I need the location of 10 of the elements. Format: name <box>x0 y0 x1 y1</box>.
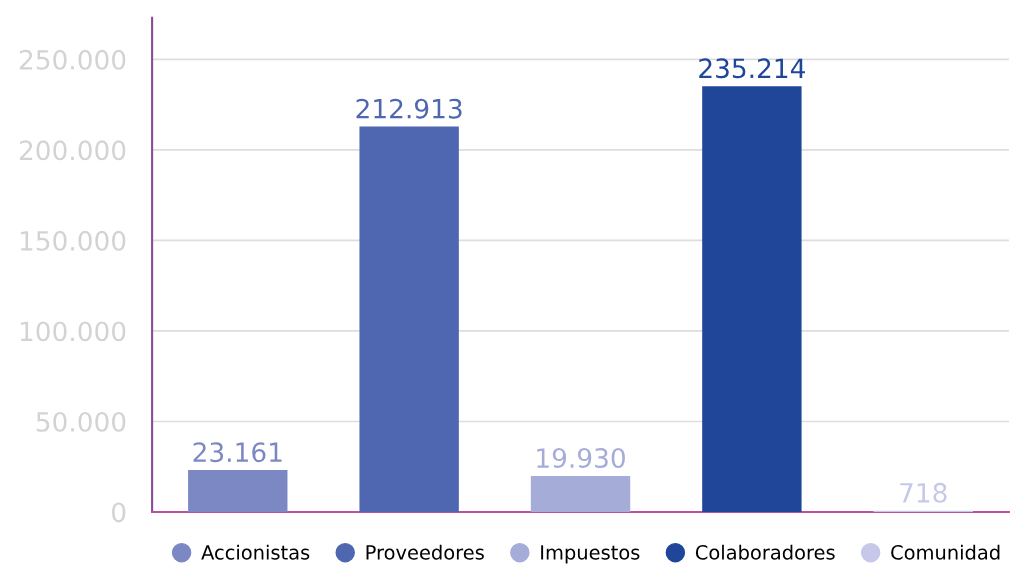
data-label: 23.161 <box>193 442 282 463</box>
legend-label: Colaboradores <box>695 544 835 560</box>
data-label: 718 <box>900 482 947 503</box>
legend-label: Proveedores <box>366 544 484 560</box>
legend-label: Comunidad <box>891 544 1000 560</box>
data-label: 19.930 <box>537 448 625 469</box>
data-label: 212.913 <box>356 98 462 119</box>
data-label: 235.214 <box>699 58 805 79</box>
legend-label: Impuestos <box>541 545 640 564</box>
legend-label: Accionistas <box>201 544 310 560</box>
